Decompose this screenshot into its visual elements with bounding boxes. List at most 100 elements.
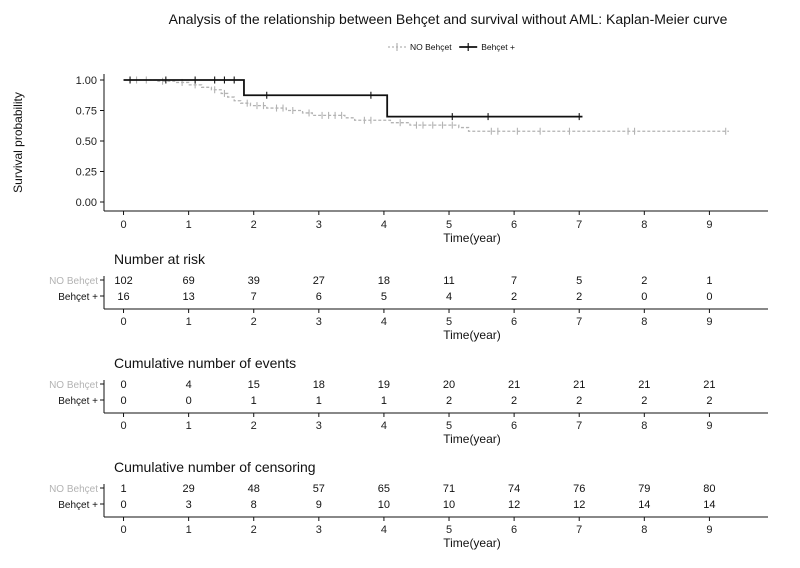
table-cell-3-0-7: 76 xyxy=(573,483,585,495)
table-cell-1-1-9: 0 xyxy=(706,291,712,303)
table-cell-1-0-7: 5 xyxy=(576,275,582,287)
table-cell-2-0-3: 18 xyxy=(313,379,325,391)
x-tick-label-9: 9 xyxy=(706,219,712,231)
table-cell-1-1-1: 13 xyxy=(183,291,195,303)
table-x-tick-label-2-9: 9 xyxy=(706,420,712,432)
table-cell-1-0-3: 27 xyxy=(313,275,325,287)
table-x-tick-label-2-5: 5 xyxy=(446,420,452,432)
table-title-3: Cumulative number of censoring xyxy=(114,459,316,475)
table-x-tick-label-3-9: 9 xyxy=(706,524,712,536)
chart-title: Analysis of the relationship between Beh… xyxy=(169,11,728,27)
table-row-label-3-1: Behçet + xyxy=(58,500,98,511)
x-tick-label-6: 6 xyxy=(511,219,517,231)
table-cell-2-0-9: 21 xyxy=(703,379,715,391)
table-x-tick-label-1-1: 1 xyxy=(186,316,192,328)
x-tick-label-0: 0 xyxy=(120,219,126,231)
legend-label-1: Behçet + xyxy=(481,42,515,52)
table-x-tick-label-2-0: 0 xyxy=(120,420,126,432)
table-x-tick-label-2-3: 3 xyxy=(316,420,322,432)
table-cell-2-1-5: 2 xyxy=(446,395,452,407)
table-cell-1-1-6: 2 xyxy=(511,291,517,303)
table-row-label-2-1: Behçet + xyxy=(58,396,98,407)
table-cell-2-1-9: 2 xyxy=(706,395,712,407)
table-title-2: Cumulative number of events xyxy=(114,355,296,371)
table-x-tick-label-1-9: 9 xyxy=(706,316,712,328)
table-x-tick-label-1-3: 3 xyxy=(316,316,322,328)
table-cell-3-0-8: 79 xyxy=(638,483,650,495)
table-cell-3-0-5: 71 xyxy=(443,483,455,495)
table-cell-1-1-4: 5 xyxy=(381,291,387,303)
table-x-tick-label-2-7: 7 xyxy=(576,420,582,432)
table-cell-3-1-2: 8 xyxy=(251,499,257,511)
table-cell-3-0-3: 57 xyxy=(313,483,325,495)
table-cell-2-1-4: 1 xyxy=(381,395,387,407)
table-cell-2-1-3: 1 xyxy=(316,395,322,407)
table-cell-1-1-8: 0 xyxy=(641,291,647,303)
table-x-tick-label-3-6: 6 xyxy=(511,524,517,536)
table-cell-3-1-3: 9 xyxy=(316,499,322,511)
table-x-axis-label-2: Time(year) xyxy=(443,432,501,446)
table-cell-1-0-6: 7 xyxy=(511,275,517,287)
y-tick-label-4: 1.00 xyxy=(76,75,97,87)
table-cell-3-0-0: 1 xyxy=(120,483,126,495)
y-tick-label-2: 0.50 xyxy=(76,136,97,148)
table-cell-1-1-7: 2 xyxy=(576,291,582,303)
table-x-tick-label-1-0: 0 xyxy=(120,316,126,328)
table-cell-1-0-0: 102 xyxy=(114,275,132,287)
table-cell-2-0-5: 20 xyxy=(443,379,455,391)
table-cell-3-1-8: 14 xyxy=(638,499,650,511)
table-x-tick-label-2-4: 4 xyxy=(381,420,387,432)
x-tick-label-7: 7 xyxy=(576,219,582,231)
x-tick-label-8: 8 xyxy=(641,219,647,231)
x-axis-label: Time(year) xyxy=(443,231,501,245)
table-row-label-1-1: Behçet + xyxy=(58,292,98,303)
table-cell-2-1-2: 1 xyxy=(251,395,257,407)
table-cell-1-1-5: 4 xyxy=(446,291,452,303)
km-curve-0 xyxy=(123,79,729,132)
table-x-tick-label-1-8: 8 xyxy=(641,316,647,328)
table-cell-1-0-9: 1 xyxy=(706,275,712,287)
table-cell-2-1-7: 2 xyxy=(576,395,582,407)
table-x-tick-label-2-2: 2 xyxy=(251,420,257,432)
table-cell-1-0-2: 39 xyxy=(248,275,260,287)
table-cell-2-0-4: 19 xyxy=(378,379,390,391)
table-x-tick-label-3-2: 2 xyxy=(251,524,257,536)
table-cell-1-1-3: 6 xyxy=(316,291,322,303)
x-tick-label-5: 5 xyxy=(446,219,452,231)
table-cell-3-1-7: 12 xyxy=(573,499,585,511)
table-cell-1-0-8: 2 xyxy=(641,275,647,287)
y-tick-label-3: 0.75 xyxy=(76,106,97,118)
table-x-tick-label-3-3: 3 xyxy=(316,524,322,536)
table-x-tick-label-2-1: 1 xyxy=(186,420,192,432)
table-x-tick-label-3-5: 5 xyxy=(446,524,452,536)
table-cell-1-1-0: 16 xyxy=(117,291,129,303)
table-cell-3-0-6: 74 xyxy=(508,483,520,495)
table-x-tick-label-2-8: 8 xyxy=(641,420,647,432)
table-row-label-1-0: NO Behçet xyxy=(49,276,98,287)
x-tick-label-1: 1 xyxy=(186,219,192,231)
table-cell-2-0-0: 0 xyxy=(120,379,126,391)
table-x-tick-label-1-4: 4 xyxy=(381,316,387,328)
table-x-tick-label-3-1: 1 xyxy=(186,524,192,536)
table-cell-3-0-1: 29 xyxy=(183,483,195,495)
table-cell-1-0-5: 11 xyxy=(443,275,454,287)
table-x-tick-label-1-7: 7 xyxy=(576,316,582,328)
x-tick-label-4: 4 xyxy=(381,219,387,231)
table-title-1: Number at risk xyxy=(114,251,206,267)
table-cell-2-0-6: 21 xyxy=(508,379,520,391)
table-cell-3-0-2: 48 xyxy=(248,483,260,495)
table-row-label-2-0: NO Behçet xyxy=(49,380,98,391)
table-x-tick-label-3-4: 4 xyxy=(381,524,387,536)
table-x-tick-label-3-7: 7 xyxy=(576,524,582,536)
table-cell-2-1-1: 0 xyxy=(186,395,192,407)
table-cell-3-0-9: 80 xyxy=(703,483,715,495)
table-x-tick-label-1-5: 5 xyxy=(446,316,452,328)
table-x-tick-label-1-6: 6 xyxy=(511,316,517,328)
table-x-tick-label-3-8: 8 xyxy=(641,524,647,536)
table-x-tick-label-1-2: 2 xyxy=(251,316,257,328)
table-cell-1-0-4: 18 xyxy=(378,275,390,287)
table-cell-3-1-1: 3 xyxy=(186,499,192,511)
table-x-axis-label-3: Time(year) xyxy=(443,536,501,550)
